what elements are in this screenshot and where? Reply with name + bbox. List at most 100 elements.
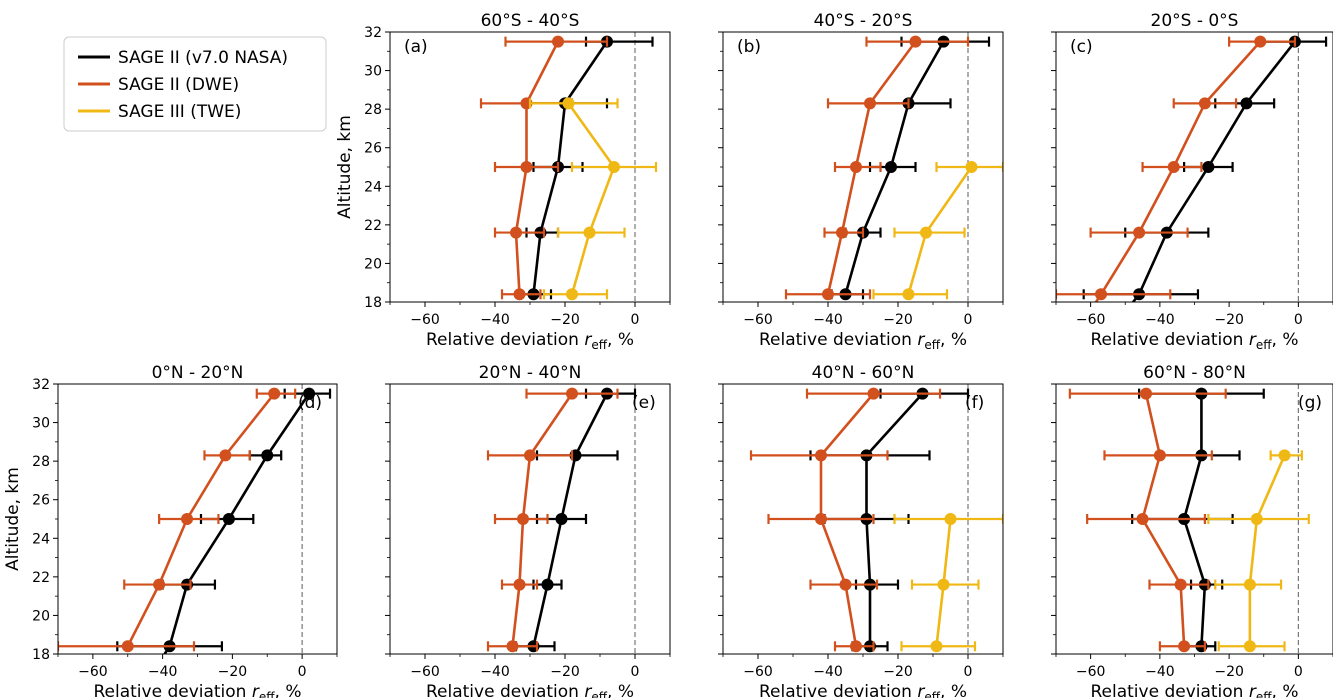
series-group	[479, 35, 658, 301]
data-point	[867, 387, 880, 400]
x-tick-label: −60	[1076, 312, 1106, 328]
legend-label-dwe: SAGE II (DWE)	[118, 75, 239, 95]
y-tick-label: 28	[32, 454, 50, 470]
x-tick-label: 0	[298, 664, 307, 680]
x-tick-label: −20	[550, 664, 580, 680]
data-point	[222, 513, 235, 525]
x-tick-label: −40	[813, 664, 843, 680]
y-axis-label: Altitude, km	[335, 115, 355, 219]
data-point	[219, 449, 232, 462]
series-group	[486, 387, 637, 653]
data-point	[566, 288, 578, 301]
panel-6: −60 −40 −20 0 60°N - 80°N (g) Relative deviati…	[1051, 363, 1333, 698]
panel-title: 60°N - 80°N	[1143, 363, 1246, 383]
x-axis-label: Relative deviation reff, %	[1090, 682, 1298, 698]
panel-3: −60 −40 −20 0 18 20 22 24 26 28 30 32 0°N - 20°N (d) R…	[3, 363, 338, 698]
x-axis-label: Relative deviation reff, %	[1090, 330, 1298, 352]
data-point	[510, 226, 522, 239]
data-point	[850, 640, 862, 653]
panel-title: 40°N - 60°N	[812, 363, 915, 383]
x-axis-label: Relative deviation reff, %	[93, 682, 301, 698]
x-tick-label: −20	[883, 312, 913, 328]
panel-label: (b)	[737, 37, 761, 57]
legend-label-twe: SAGE III (TWE)	[118, 102, 241, 122]
x-tick-label: −20	[218, 664, 248, 680]
y-tick-label: 18	[32, 647, 50, 663]
data-point	[902, 288, 915, 301]
axes-frame	[722, 31, 1004, 303]
panel-2: −60 −40 −20 0 20°S - 0°S (c) Relative deviatio…	[1051, 11, 1333, 352]
x-tick-label: −40	[480, 664, 510, 680]
x-tick-label: −60	[1076, 664, 1106, 680]
x-tick-label: −60	[743, 664, 773, 680]
axes-frame	[722, 383, 1004, 655]
y-tick-label: 26	[32, 493, 50, 509]
series-group	[1068, 387, 1310, 653]
y-tick-label: 30	[32, 416, 50, 432]
panel-label: (g)	[1298, 393, 1322, 413]
series-group	[784, 35, 1003, 301]
x-tick-label: −20	[883, 664, 913, 680]
data-point	[1133, 226, 1146, 239]
x-tick-label: 0	[964, 312, 973, 328]
x-axis-label: Relative deviation reff, %	[426, 682, 634, 698]
data-point	[864, 97, 876, 110]
x-tick-label: −60	[743, 312, 773, 328]
data-point	[268, 387, 281, 400]
data-point	[930, 640, 943, 653]
x-tick-label: 0	[964, 664, 973, 680]
data-point	[1167, 161, 1180, 173]
series-group	[749, 387, 1003, 653]
data-point	[153, 578, 166, 591]
x-tick-label: −40	[813, 312, 843, 328]
y-tick-label: 26	[364, 141, 382, 157]
panel-0: −60 −40 −20 0 18 20 22 24 26 28 30 32 60°S - 40°S (a)…	[335, 11, 671, 352]
data-point	[937, 578, 950, 591]
y-tick-label: 20	[364, 256, 382, 272]
data-point	[836, 226, 848, 239]
y-tick-label: 32	[364, 25, 382, 41]
panel-4: −60 −40 −20 0 20°N - 40°N (e) Relative deviati…	[385, 363, 671, 698]
panel-5: −60 −40 −20 0 40°N - 60°N (f) Relative deviati…	[718, 363, 1004, 698]
legend: SAGE II (v7.0 NASA) SAGE II (DWE) SAGE I…	[63, 36, 327, 132]
data-point	[524, 449, 536, 462]
x-tick-label: −60	[410, 664, 440, 680]
panel-title: 0°N - 20°N	[152, 363, 244, 383]
panel-title: 60°S - 40°S	[481, 11, 580, 31]
x-axis-label: Relative deviation reff, %	[759, 330, 967, 352]
y-tick-label: 24	[364, 179, 382, 195]
panel-title: 20°S - 0°S	[1151, 11, 1239, 31]
data-point	[1198, 97, 1211, 110]
data-point	[562, 97, 575, 110]
data-point	[261, 449, 274, 462]
y-tick-label: 30	[364, 64, 382, 80]
y-tick-label: 20	[32, 608, 50, 624]
data-point	[1153, 449, 1166, 462]
data-point	[520, 161, 533, 173]
data-point	[822, 288, 834, 301]
data-point	[1202, 161, 1215, 173]
axes-frame	[57, 383, 338, 655]
data-point	[583, 226, 596, 239]
x-tick-label: −40	[480, 312, 510, 328]
data-point	[181, 513, 194, 525]
data-point	[815, 449, 827, 462]
legend-label-nasa: SAGE II (v7.0 NASA)	[118, 48, 288, 68]
x-tick-label: −20	[550, 312, 580, 328]
x-tick-label: −40	[148, 664, 178, 680]
axes-frame	[389, 31, 671, 303]
data-point	[839, 578, 852, 591]
data-point	[552, 35, 564, 48]
data-point	[909, 35, 922, 48]
legend-frame	[63, 36, 327, 132]
x-tick-label: 0	[631, 312, 640, 328]
series-line	[163, 392, 311, 654]
data-point	[850, 161, 862, 173]
x-axis-label: Relative deviation reff, %	[759, 682, 967, 698]
data-point	[965, 161, 978, 173]
data-point	[1250, 513, 1263, 525]
panel-label: (e)	[632, 393, 656, 413]
x-tick-label: −40	[1145, 664, 1175, 680]
x-tick-label: 0	[631, 664, 640, 680]
